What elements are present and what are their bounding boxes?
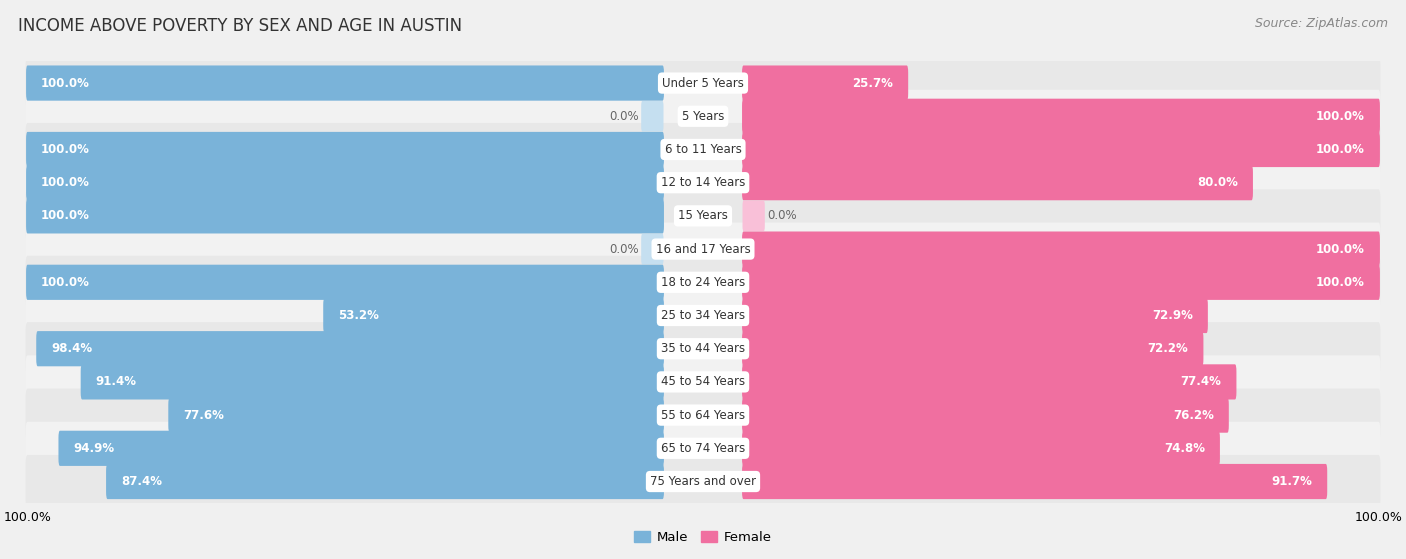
Text: 100.0%: 100.0% xyxy=(1316,276,1365,289)
Text: 6 to 11 Years: 6 to 11 Years xyxy=(665,143,741,156)
FancyBboxPatch shape xyxy=(323,298,664,333)
FancyBboxPatch shape xyxy=(25,89,1381,143)
Text: 72.9%: 72.9% xyxy=(1152,309,1192,322)
FancyBboxPatch shape xyxy=(742,265,1379,300)
Text: 45 to 54 Years: 45 to 54 Years xyxy=(661,376,745,389)
FancyBboxPatch shape xyxy=(742,298,1208,333)
Text: 100.0%: 100.0% xyxy=(1316,143,1365,156)
FancyBboxPatch shape xyxy=(80,364,664,400)
Text: 100.0%: 100.0% xyxy=(41,176,90,189)
Legend: Male, Female: Male, Female xyxy=(628,526,778,549)
FancyBboxPatch shape xyxy=(742,165,1253,200)
Text: 100.0%: 100.0% xyxy=(1316,243,1365,255)
FancyBboxPatch shape xyxy=(25,322,1381,375)
Text: 74.8%: 74.8% xyxy=(1164,442,1205,455)
FancyBboxPatch shape xyxy=(25,190,1381,243)
FancyBboxPatch shape xyxy=(59,431,664,466)
Text: 91.4%: 91.4% xyxy=(96,376,136,389)
FancyBboxPatch shape xyxy=(25,356,1381,409)
Text: 0.0%: 0.0% xyxy=(609,243,638,255)
Text: INCOME ABOVE POVERTY BY SEX AND AGE IN AUSTIN: INCOME ABOVE POVERTY BY SEX AND AGE IN A… xyxy=(18,17,463,35)
FancyBboxPatch shape xyxy=(742,65,908,101)
Text: 100.0%: 100.0% xyxy=(41,77,90,89)
FancyBboxPatch shape xyxy=(25,56,1381,110)
FancyBboxPatch shape xyxy=(641,101,664,131)
FancyBboxPatch shape xyxy=(742,231,1379,267)
Text: 75 Years and over: 75 Years and over xyxy=(650,475,756,488)
Text: 25.7%: 25.7% xyxy=(852,77,893,89)
Text: 72.2%: 72.2% xyxy=(1147,342,1188,355)
Text: 87.4%: 87.4% xyxy=(121,475,162,488)
Text: 100.0%: 100.0% xyxy=(1316,110,1365,123)
Text: 100.0%: 100.0% xyxy=(41,210,90,222)
FancyBboxPatch shape xyxy=(25,123,1381,176)
FancyBboxPatch shape xyxy=(27,198,664,234)
Text: 12 to 14 Years: 12 to 14 Years xyxy=(661,176,745,189)
Text: 100.0%: 100.0% xyxy=(41,276,90,289)
FancyBboxPatch shape xyxy=(27,132,664,167)
Text: 100.0%: 100.0% xyxy=(41,143,90,156)
FancyBboxPatch shape xyxy=(742,397,1229,433)
Text: 35 to 44 Years: 35 to 44 Years xyxy=(661,342,745,355)
FancyBboxPatch shape xyxy=(742,364,1236,400)
FancyBboxPatch shape xyxy=(742,201,765,231)
FancyBboxPatch shape xyxy=(25,156,1381,209)
Text: 0.0%: 0.0% xyxy=(609,110,638,123)
Text: 91.7%: 91.7% xyxy=(1271,475,1312,488)
Text: 15 Years: 15 Years xyxy=(678,210,728,222)
Text: 80.0%: 80.0% xyxy=(1197,176,1237,189)
Text: 53.2%: 53.2% xyxy=(339,309,380,322)
FancyBboxPatch shape xyxy=(25,289,1381,342)
Text: 55 to 64 Years: 55 to 64 Years xyxy=(661,409,745,421)
FancyBboxPatch shape xyxy=(27,165,664,200)
FancyBboxPatch shape xyxy=(742,464,1327,499)
Text: 18 to 24 Years: 18 to 24 Years xyxy=(661,276,745,289)
FancyBboxPatch shape xyxy=(25,389,1381,442)
Text: Source: ZipAtlas.com: Source: ZipAtlas.com xyxy=(1254,17,1388,30)
FancyBboxPatch shape xyxy=(25,455,1381,508)
Text: 25 to 34 Years: 25 to 34 Years xyxy=(661,309,745,322)
FancyBboxPatch shape xyxy=(742,132,1379,167)
FancyBboxPatch shape xyxy=(25,222,1381,276)
Text: 5 Years: 5 Years xyxy=(682,110,724,123)
FancyBboxPatch shape xyxy=(27,265,664,300)
Text: 76.2%: 76.2% xyxy=(1173,409,1213,421)
FancyBboxPatch shape xyxy=(169,397,664,433)
Text: 16 and 17 Years: 16 and 17 Years xyxy=(655,243,751,255)
Text: 94.9%: 94.9% xyxy=(73,442,114,455)
Text: Under 5 Years: Under 5 Years xyxy=(662,77,744,89)
FancyBboxPatch shape xyxy=(742,431,1220,466)
FancyBboxPatch shape xyxy=(742,99,1379,134)
Text: 77.4%: 77.4% xyxy=(1181,376,1222,389)
Text: 98.4%: 98.4% xyxy=(51,342,93,355)
Text: 0.0%: 0.0% xyxy=(768,210,797,222)
FancyBboxPatch shape xyxy=(105,464,664,499)
FancyBboxPatch shape xyxy=(742,331,1204,366)
FancyBboxPatch shape xyxy=(25,255,1381,309)
FancyBboxPatch shape xyxy=(641,234,664,264)
Text: 77.6%: 77.6% xyxy=(183,409,224,421)
FancyBboxPatch shape xyxy=(37,331,664,366)
FancyBboxPatch shape xyxy=(27,65,664,101)
Text: 65 to 74 Years: 65 to 74 Years xyxy=(661,442,745,455)
FancyBboxPatch shape xyxy=(25,421,1381,475)
